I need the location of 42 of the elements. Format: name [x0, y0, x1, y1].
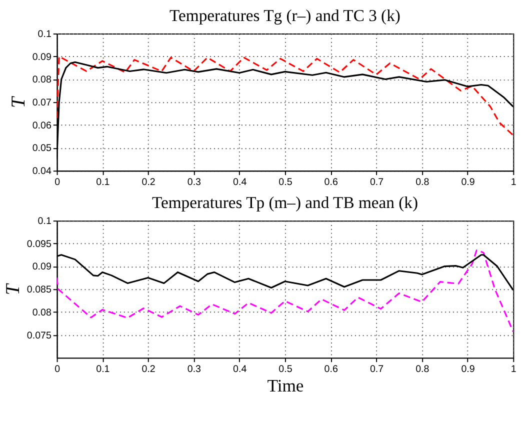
- x-tick-label: 0.3: [187, 364, 202, 375]
- x-tick-label: 0.7: [370, 176, 384, 188]
- x-tick-label: 0.9: [461, 176, 475, 188]
- y-tick-label: 0.04: [32, 166, 52, 178]
- x-tick-label: 0.4: [233, 176, 248, 188]
- chart-title: Temperatures Tg (r–) and TC 3 (k): [170, 6, 400, 25]
- y-tick-label: 0.1: [38, 216, 52, 228]
- y-tick-label: 0.06: [32, 120, 52, 132]
- x-tick-label: 0.6: [324, 364, 338, 375]
- line-series: [56, 250, 514, 332]
- x-tick-label: 0.7: [370, 364, 384, 375]
- y-tick-label: 0.09: [32, 52, 52, 63]
- y-tick-label: 0.05: [32, 143, 52, 154]
- y-axis-title: T: [8, 95, 30, 108]
- x-tick-label: 0.4: [233, 364, 248, 375]
- y-axis-title: T: [3, 282, 24, 296]
- x-tick-label: 0.8: [416, 364, 430, 375]
- y-tick-label: 0.09: [32, 262, 52, 273]
- y-tick-label: 0.08: [32, 74, 52, 86]
- x-tick-label: 0.6: [324, 176, 338, 188]
- x-tick-label: 0: [54, 364, 61, 375]
- x-tick-label: 1: [510, 176, 516, 188]
- x-tick-label: 0.2: [142, 176, 156, 188]
- y-tick-label: 0.095: [26, 238, 52, 250]
- y-tick-label: 0.08: [32, 307, 52, 318]
- y-tick-label: 0.07: [32, 98, 52, 109]
- x-tick-label: 0.1: [96, 364, 110, 375]
- chart-title: Temperatures Tp (m–) and TB mean (k): [152, 192, 418, 212]
- x-tick-label: 0.2: [142, 364, 156, 375]
- x-tick-label: 0.1: [96, 176, 110, 188]
- x-tick-label: 0.9: [461, 364, 475, 375]
- x-tick-label: 0.5: [278, 364, 293, 375]
- x-tick-label: 0.3: [187, 176, 202, 188]
- x-tick-label: 0: [54, 176, 61, 188]
- x-tick-label: 1: [510, 364, 516, 375]
- x-tick-label: 0.5: [278, 176, 293, 188]
- x-axis-title: Time: [267, 375, 304, 396]
- y-tick-label: 0.075: [26, 330, 52, 342]
- line-series: [56, 56, 514, 136]
- y-tick-label: 0.1: [38, 28, 52, 40]
- x-tick-label: 0.8: [416, 176, 430, 188]
- y-tick-label: 0.085: [26, 284, 52, 296]
